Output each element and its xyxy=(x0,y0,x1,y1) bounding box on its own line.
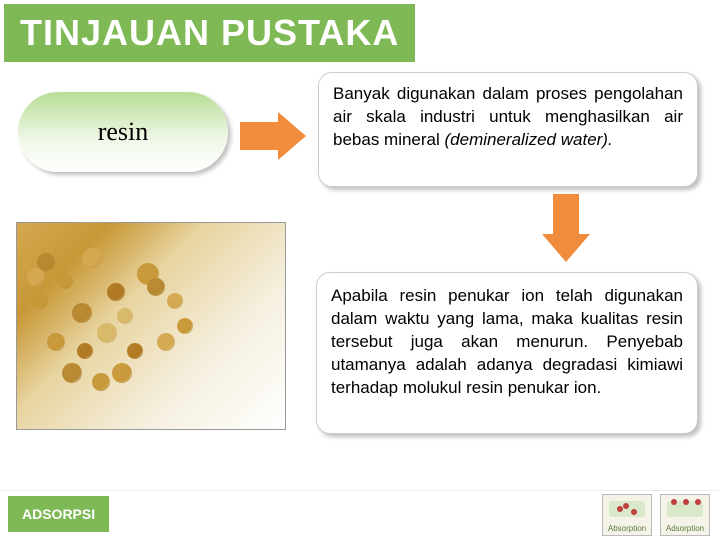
content-area: resin Banyak digunakan dalam proses peng… xyxy=(0,62,720,492)
arrow-right-icon xyxy=(240,112,308,160)
resin-image xyxy=(16,222,286,430)
absorption-adsorption-icons: Absorption Adsorption xyxy=(602,494,710,536)
absorption-icon: Absorption xyxy=(602,494,652,536)
description-box-2: Apabila resin penukar ion telah digunaka… xyxy=(316,272,698,434)
page-title: TINJAUAN PUSTAKA xyxy=(20,12,399,54)
desc1-italic: (demineralized water). xyxy=(445,130,613,149)
arrow-down-icon xyxy=(542,194,590,264)
resin-box: resin xyxy=(18,92,228,172)
resin-label: resin xyxy=(98,117,149,147)
absorption-label: Absorption xyxy=(603,524,651,533)
desc2-text: Apabila resin penukar ion telah digunaka… xyxy=(331,286,683,397)
footer-bar: ADSORPSI Absorption Adsorption xyxy=(0,490,720,540)
title-bar: TINJAUAN PUSTAKA xyxy=(4,4,415,62)
adsorption-label: Adsorption xyxy=(661,524,709,533)
adsorption-icon: Adsorption xyxy=(660,494,710,536)
adsorpsi-tab[interactable]: ADSORPSI xyxy=(8,496,109,532)
description-box-1: Banyak digunakan dalam proses pengolahan… xyxy=(318,72,698,187)
